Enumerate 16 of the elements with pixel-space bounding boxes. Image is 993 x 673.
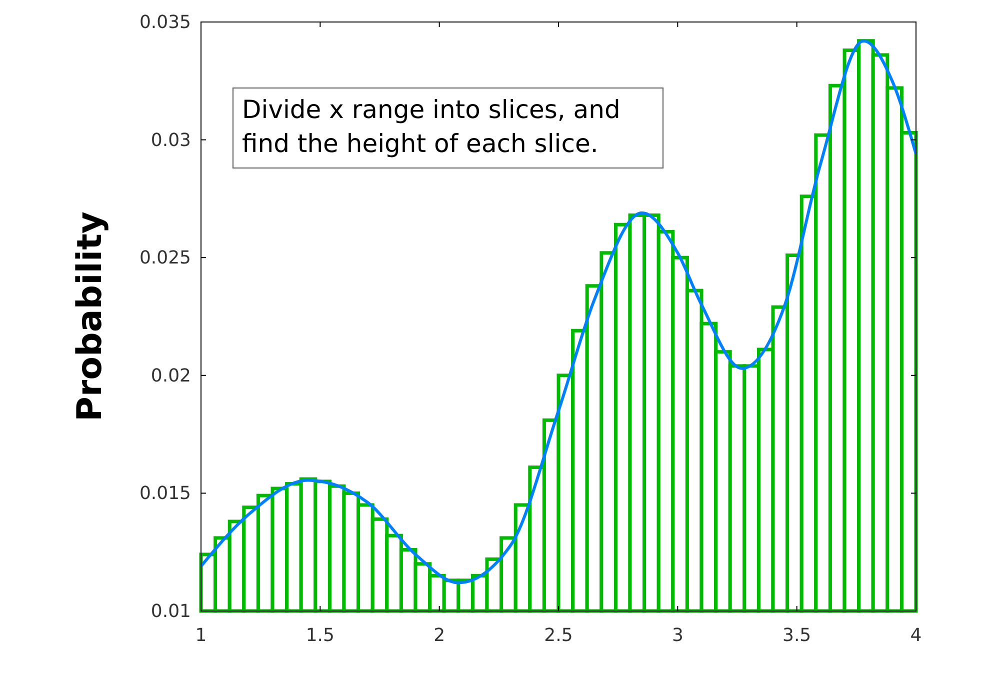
y-tick-label: 0.035 <box>139 12 191 33</box>
x-tick-label: 4 <box>910 625 922 646</box>
y-tick-label: 0.025 <box>139 248 191 269</box>
x-tick-label: 3 <box>672 625 684 646</box>
y-tick-label: 0.02 <box>150 365 191 386</box>
y-tick-label: 0.015 <box>139 483 191 504</box>
annotation: Divide x range into slices, and find the height of each slice. <box>242 95 620 158</box>
y-tick-label: 0.03 <box>150 130 191 151</box>
x-tick-label: 1.5 <box>306 625 334 646</box>
x-tick-label: 2.5 <box>544 625 573 646</box>
y-axis-title: Probability <box>70 211 110 422</box>
y-tick-label: 0.01 <box>150 601 191 622</box>
x-tick-label: 1 <box>195 625 207 646</box>
x-tick-label: 3.5 <box>782 625 812 646</box>
x-tick-label: 2 <box>434 625 446 646</box>
line-series <box>200 39 918 584</box>
